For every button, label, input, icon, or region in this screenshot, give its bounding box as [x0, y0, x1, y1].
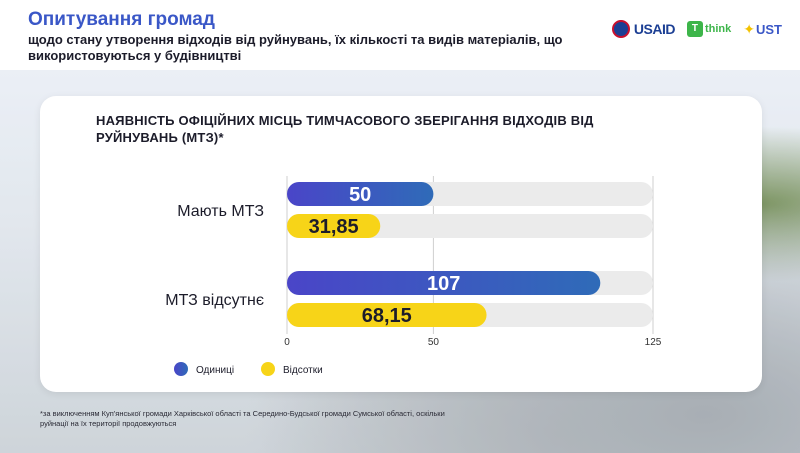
data-label: 31,85: [309, 216, 359, 238]
legend-marker: [174, 362, 188, 376]
page-subtitle: щодо стану утворення відходів від руйнув…: [28, 32, 563, 63]
legend-marker: [261, 362, 275, 376]
bar-percent: [287, 214, 381, 238]
chart-card: НАЯВНІСТЬ ОФІЦІЙНИХ МІСЦЬ ТИМЧАСОВОГО ЗБ…: [40, 96, 762, 392]
tick-label: 0: [284, 337, 290, 348]
think-mark-icon: T: [686, 21, 703, 37]
category-label: Мають МТЗ: [177, 203, 264, 220]
bar-percent: [287, 303, 487, 327]
partner-logos: USAID T think ✦ UST: [611, 14, 782, 44]
footnote: *за виключенням Куп'янської громади Харк…: [40, 409, 445, 428]
usaid-logo: USAID: [611, 20, 676, 38]
bar-units: [287, 182, 434, 206]
bar-units: [287, 271, 601, 295]
usaid-seal-icon: [611, 20, 630, 38]
tick-label: 125: [645, 337, 662, 348]
page-title: Опитування громад: [28, 9, 215, 30]
ust-star-icon: ✦: [743, 20, 755, 37]
legend-label: Одиниці: [196, 365, 234, 376]
category-label: МТЗ відсутнє: [165, 292, 264, 309]
chart-title: НАЯВНІСТЬ ОФІЦІЙНИХ МІСЦЬ ТИМЧАСОВОГО ЗБ…: [96, 113, 594, 145]
data-label: 107: [427, 273, 460, 295]
think-logo-text: think: [704, 23, 732, 35]
legend-label: Відсотки: [283, 365, 323, 376]
data-label: 50: [349, 184, 371, 206]
tick-label: 50: [428, 337, 440, 348]
ust-logo: ✦ UST: [743, 21, 782, 38]
ust-logo-text: UST: [756, 21, 782, 37]
header: Опитування громад щодо стану утворення в…: [0, 0, 800, 70]
usaid-logo-text: USAID: [633, 21, 676, 37]
data-label: 68,15: [362, 305, 412, 327]
think-logo: T think: [686, 21, 732, 37]
